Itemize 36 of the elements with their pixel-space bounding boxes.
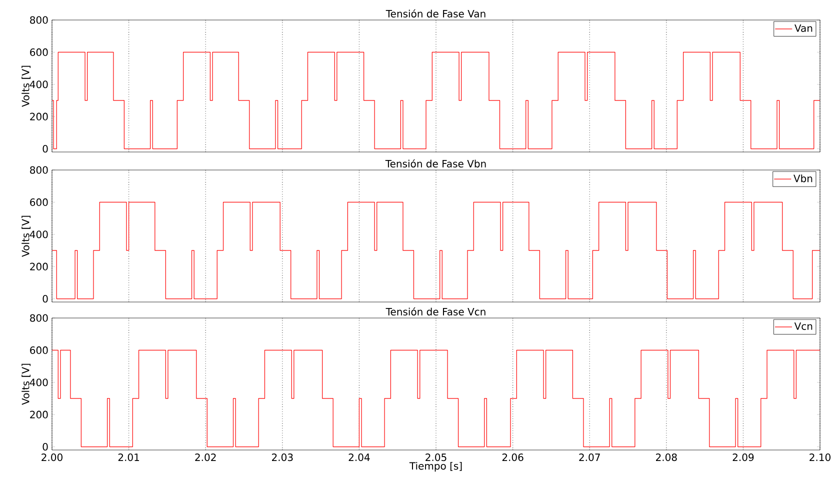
x-tick-label: 2.09	[732, 454, 754, 462]
y-tick-label: 400	[30, 378, 48, 386]
y-tick-label: 400	[30, 230, 48, 238]
x-tick-label: 2.07	[579, 454, 600, 462]
chart-title: Tensión de Fase Vcn	[386, 307, 486, 316]
x-tick-label: 2.01	[118, 454, 140, 462]
y-tick-label: 200	[30, 410, 48, 418]
y-axis-title: Volts [V]	[22, 364, 31, 405]
y-tick-label: 600	[30, 198, 48, 206]
y-axis-title: Volts [V]	[22, 216, 31, 257]
legend-label: Vbn	[794, 174, 812, 182]
y-tick-label: 400	[30, 80, 48, 88]
x-tick-label: 2.00	[42, 454, 62, 462]
y-tick-label: 0	[42, 144, 48, 153]
x-tick-label: 2.10	[810, 454, 830, 462]
y-tick-label: 800	[30, 314, 48, 322]
y-tick-label: 600	[30, 346, 48, 354]
x-tick-label: 2.02	[195, 454, 216, 462]
legend-label: Van	[794, 24, 812, 32]
chart-title: Tensión de Fase Vbn	[385, 159, 486, 168]
x-tick-label: 2.08	[656, 454, 677, 462]
y-axis-title: Volts [V]	[22, 66, 31, 107]
x-tick-label: 2.04	[348, 454, 370, 462]
x-tick-label: 2.03	[272, 454, 293, 462]
chart-title: Tensión de Fase Van	[386, 9, 486, 18]
y-tick-label: 600	[30, 48, 48, 56]
x-tick-label: 2.05	[426, 454, 446, 462]
y-tick-label: 800	[30, 166, 48, 174]
y-tick-label: 800	[30, 16, 48, 24]
y-tick-label: 0	[42, 442, 48, 451]
y-tick-label: 0	[42, 294, 48, 303]
x-tick-label: 2.06	[502, 454, 524, 462]
legend-label: Vcn	[794, 322, 812, 330]
y-tick-label: 200	[30, 112, 48, 120]
y-tick-label: 200	[30, 262, 48, 270]
x-axis-title: Tiempo [s]	[409, 462, 462, 472]
